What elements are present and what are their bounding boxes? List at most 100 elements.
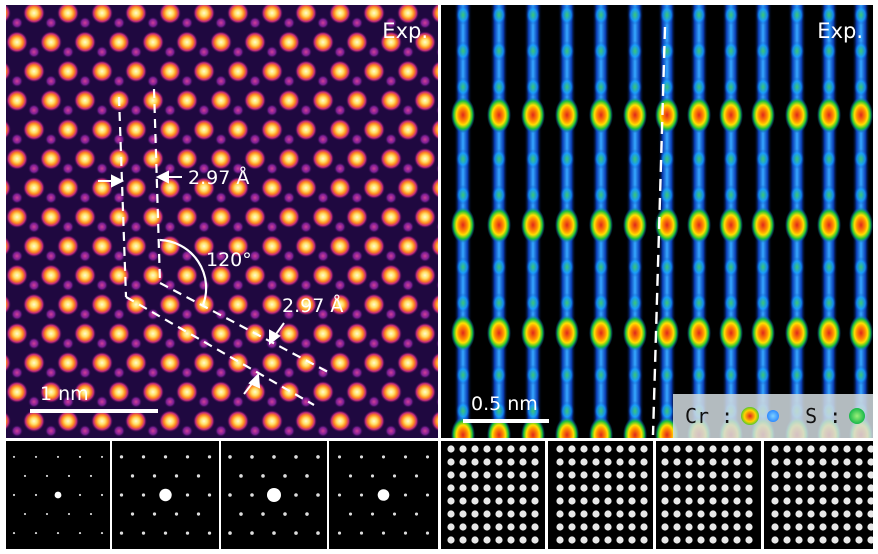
lattice-spot [507,497,515,505]
lattice-spot [628,484,636,492]
atom-spot [346,380,368,403]
atom-spot [176,380,198,403]
lattice-spot [507,458,515,466]
cr-atom-spot [487,207,511,243]
weak-atom-spot [402,162,414,175]
cr-atom-spot [849,97,873,133]
weak-atom-spot [130,279,142,292]
lattice-spot [733,497,741,505]
column-guide-line [651,26,667,436]
atom-spot [227,60,249,83]
diffraction-spot [185,455,190,459]
diffraction-spot [196,474,201,478]
atom-spot [193,118,215,141]
weak-atom-spot [28,104,40,117]
central-beam [267,488,281,502]
atom-spot [414,147,436,170]
weak-atom-spot [266,162,278,175]
lattice-spot [592,523,600,531]
weak-atom-spot [419,75,431,88]
lattice-spot [831,523,839,531]
lattice-spot [795,484,803,492]
atom-spot [125,118,147,141]
atom-spot [91,176,113,199]
diffraction-spot [381,531,386,535]
diffraction-spot [337,493,342,497]
s-atom-spot [756,5,770,25]
diffraction-spot [403,455,408,459]
weak-atom-spot [266,279,278,292]
left-exp-label: Exp. [382,19,428,43]
atom-spot [363,5,385,24]
atom-spot [278,264,300,287]
lattice-spot [531,536,539,544]
atom-spot [329,351,351,374]
lattice-spot [745,536,753,544]
weak-atom-spot [62,220,74,233]
lattice-spot [531,510,539,518]
diffraction-spot [78,532,82,535]
weak-atom-spot [215,133,227,146]
cr-atom-spot [655,207,679,243]
atom-spot [6,120,11,139]
s-atom-spot [526,149,540,169]
s-atom-spot [854,293,868,313]
s-atom-spot [456,77,470,97]
cr-atom-spot [687,315,711,351]
atom-spot [244,31,266,54]
cr-atom-spot [719,207,743,243]
lattice-spot [697,458,705,466]
cr-atom-spot [785,207,809,243]
simulated-lattice-2 [548,441,653,549]
atom-spot [159,60,181,83]
lattice-spot [795,445,803,453]
atom-spot [91,235,113,258]
lattice-spot [568,497,576,505]
lattice-spot [483,497,491,505]
s-atom-spot [724,257,738,277]
s-atom-spot [560,293,574,313]
atom-spot [57,235,79,258]
central-beam [159,488,172,502]
lattice-spot [580,484,588,492]
atom-spot [57,176,79,199]
lattice-spot [867,445,873,453]
atom-spot [227,5,249,24]
diffraction-spot [239,512,243,516]
legend-cr-label: Cr : [685,404,734,428]
s-atom-spot [526,365,540,385]
s-atom-spot [628,149,642,169]
lattice-spot [661,510,669,518]
s-atom-spot [594,149,608,169]
s-atom-spot [822,185,836,205]
s-atom-spot [628,257,642,277]
weak-atom-spot [215,424,227,437]
lattice-spot [795,523,803,531]
lattice-spot [447,445,455,453]
diffraction-spot [100,532,104,535]
weak-atom-spot [147,191,159,204]
lattice-spot [471,497,479,505]
weak-atom-spot [283,308,295,321]
angle-arc [159,238,208,306]
diffraction-spot [12,493,16,497]
weak-atom-spot [317,191,329,204]
lattice-spot [867,497,873,505]
weak-atom-spot [334,220,346,233]
lattice-spot [568,536,576,544]
diffraction-pattern-2 [112,441,219,549]
weak-atom-spot [181,75,193,88]
lattice-spot [807,523,815,531]
atom-spot [431,119,438,140]
lattice-spot [447,484,455,492]
lattice-spot [745,471,753,479]
s-atom-spot [822,149,836,169]
atom-spot [414,322,436,345]
lattice-spot [807,497,815,505]
s-atom-icon [849,408,866,424]
s-atom-spot [526,41,540,61]
diffraction-spot [348,474,353,478]
s-atom-spot [594,5,608,25]
s-atom-spot [594,41,608,61]
weak-atom-spot [436,280,438,290]
